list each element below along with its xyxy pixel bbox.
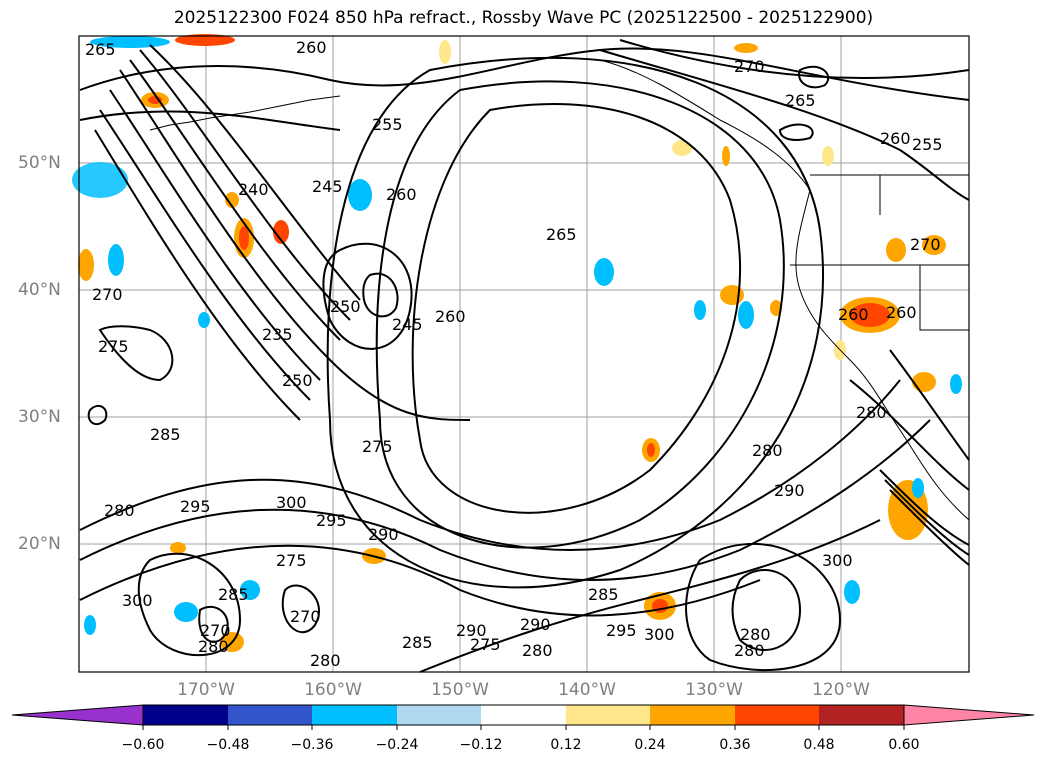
contour-label: 300 [822, 551, 853, 570]
contour-label: 295 [180, 497, 211, 516]
contour-label: 270 [200, 621, 231, 640]
contour-label: 280 [522, 641, 553, 660]
map-plot-area: 265 260 270 265 255 260 255 240 245 260 … [72, 34, 970, 673]
contour-label: 280 [198, 637, 229, 656]
contour-label: 260 [435, 307, 466, 326]
contour-label: 260 [838, 305, 869, 324]
contour-label: 255 [372, 115, 403, 134]
contour-label: 250 [330, 297, 361, 316]
contour-label: 300 [644, 625, 675, 644]
lat-label: 50°N [18, 153, 61, 173]
contour-label: 260 [886, 303, 917, 322]
contour-label: 275 [470, 635, 501, 654]
colorbar-tick-label: 0.24 [634, 737, 666, 753]
coastline [149, 59, 970, 521]
contour-label: 275 [362, 437, 393, 456]
lat-label: 30°N [18, 407, 61, 427]
map-title: 2025122300 F024 850 hPa refract., Rossby… [173, 8, 874, 28]
contour-label: 270 [290, 607, 321, 626]
contour-label: 275 [276, 551, 307, 570]
contour-label: 265 [785, 91, 816, 110]
contour-label: 260 [296, 38, 327, 57]
lon-label: 150°W [431, 680, 489, 700]
lon-label: 130°W [685, 680, 743, 700]
contour-label: 280 [310, 651, 341, 670]
contour-label: 275 [98, 337, 129, 356]
contour-label: 285 [402, 633, 433, 652]
lat-label: 20°N [18, 534, 61, 554]
contour-label: 240 [238, 180, 269, 199]
colorbar-tick-label: −0.12 [459, 737, 503, 753]
contour-label: 255 [912, 135, 943, 154]
contour-label: 280 [104, 501, 135, 520]
colorbar-tick-label: −0.60 [121, 737, 165, 753]
contour-label: 245 [312, 177, 343, 196]
contour-labels: 265 260 270 265 255 260 255 240 245 260 … [85, 38, 943, 670]
map-frame [78, 35, 970, 673]
contour-label: 280 [734, 641, 765, 660]
contour-label: 235 [262, 325, 293, 344]
contour-label: 250 [282, 371, 313, 390]
lon-label: 170°W [177, 680, 235, 700]
contour-label: 290 [774, 481, 805, 500]
contour-label: 280 [856, 403, 887, 422]
contour-label: 285 [150, 425, 181, 444]
colorbar-tick-label: 0.12 [550, 737, 582, 753]
lon-label: 120°W [812, 680, 870, 700]
colorbar-tick-label: −0.48 [206, 737, 250, 753]
contour-label: 295 [606, 621, 637, 640]
colorbar-tick-label: −0.36 [290, 737, 334, 753]
contour-label: 290 [456, 621, 487, 640]
colorbar-tick-label: 0.60 [888, 737, 920, 753]
colorbar [11, 704, 1035, 730]
colorbar-tick-label: −0.24 [375, 737, 419, 753]
contour-label: 245 [392, 315, 423, 334]
contour-label: 260 [386, 185, 417, 204]
contour-label: 265 [546, 225, 577, 244]
contour-label: 270 [910, 235, 941, 254]
lon-label: 140°W [558, 680, 616, 700]
contour-label: 265 [85, 40, 116, 59]
lon-label: 160°W [304, 680, 362, 700]
contour-label: 270 [734, 57, 765, 76]
contour-label: 300 [276, 493, 307, 512]
contour-label: 280 [740, 625, 771, 644]
colorbar-tick-label: 0.36 [719, 737, 751, 753]
contour-label: 285 [588, 585, 619, 604]
contour-label: 285 [218, 585, 249, 604]
colorbar-tick-label: 0.48 [803, 737, 835, 753]
contour-label: 290 [368, 525, 399, 544]
contour-lines [79, 39, 970, 673]
contour-label: 280 [752, 441, 783, 460]
contour-label: 290 [520, 615, 551, 634]
shaded-anomalies [72, 34, 962, 652]
graticule [79, 36, 969, 672]
contour-label: 295 [316, 511, 347, 530]
contour-label: 260 [880, 129, 911, 148]
contour-label: 270 [92, 285, 123, 304]
contour-label: 300 [122, 591, 153, 610]
lat-label: 40°N [18, 280, 61, 300]
